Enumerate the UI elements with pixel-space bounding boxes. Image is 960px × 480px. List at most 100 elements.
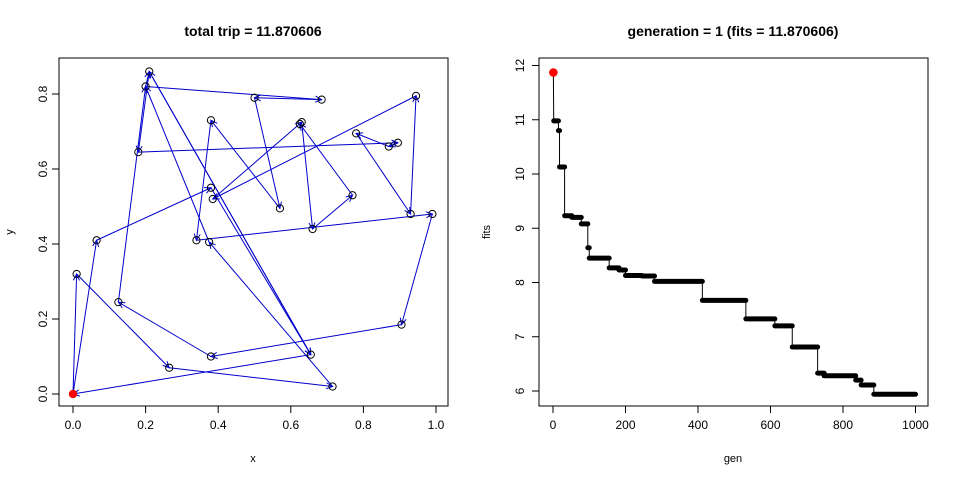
y-tick-label: 6	[513, 387, 527, 394]
x-tick-label: 0.8	[355, 418, 372, 432]
route-segment	[355, 132, 389, 147]
route-segment	[312, 194, 353, 230]
city-point	[406, 209, 415, 219]
route-segment	[401, 213, 433, 325]
city-point	[192, 236, 201, 245]
y-tick-label: 0.2	[36, 310, 50, 327]
route-segment	[212, 95, 417, 200]
route-segment	[137, 71, 150, 153]
x-tick-label: 0.6	[282, 418, 299, 432]
route-y-label: y	[4, 229, 16, 235]
current-generation-point	[549, 68, 558, 77]
fitness-y-label: fits	[481, 224, 493, 239]
y-tick-label: 0.6	[36, 160, 50, 177]
fitness-x-axis: 0 200 400 600 800 1000	[550, 405, 929, 432]
city-point	[72, 269, 81, 279]
city-point	[295, 119, 304, 129]
route-segment	[212, 121, 303, 200]
y-tick-label: 12	[513, 59, 527, 73]
route-segment	[138, 142, 398, 153]
x-tick-label: 0.4	[210, 418, 227, 432]
start-point	[68, 389, 78, 399]
city-point	[145, 67, 154, 76]
city-point	[205, 238, 214, 247]
x-tick-label: 800	[833, 418, 853, 432]
city-point	[141, 82, 150, 91]
city-point	[206, 116, 216, 125]
y-tick-label: 7	[513, 333, 527, 340]
city-point	[317, 95, 326, 104]
city-point	[308, 224, 317, 234]
city-point	[411, 91, 421, 100]
city-point	[297, 118, 306, 127]
city-point	[306, 350, 315, 359]
route-segment	[301, 122, 314, 230]
route-y-axis: 0.0 0.2 0.4 0.6 0.8	[36, 85, 60, 402]
city-point	[348, 191, 357, 200]
route-x-label: x	[250, 453, 256, 465]
route-segment	[195, 120, 212, 241]
route-chart-title: total trip = 11.870606	[184, 23, 322, 39]
fitness-x-label: gen	[724, 453, 742, 465]
route-segment	[76, 273, 170, 369]
city-point	[428, 209, 437, 219]
y-tick-label: 0.4	[36, 235, 50, 252]
y-tick-label: 10	[513, 167, 527, 181]
x-tick-label: 1.0	[428, 418, 445, 432]
route-segment	[96, 187, 212, 241]
route-segment	[299, 123, 353, 196]
city-point	[384, 142, 393, 151]
route-plot-frame	[58, 57, 449, 407]
route-segment	[210, 187, 312, 355]
city-point	[206, 352, 216, 361]
route-segment	[254, 97, 281, 209]
fitness-lines	[552, 72, 875, 395]
y-tick-label: 11	[513, 113, 527, 126]
city-point	[328, 382, 337, 391]
city-point	[206, 183, 216, 192]
route-segment	[355, 133, 412, 215]
route-segment	[72, 354, 311, 395]
route-points	[68, 67, 437, 399]
x-tick-label: 400	[688, 418, 708, 432]
city-point	[250, 93, 259, 102]
route-lines	[71, 70, 434, 397]
fitness-chart-title: generation = 1 (fits = 11.870606)	[628, 23, 839, 39]
route-segment	[210, 119, 281, 209]
fitness-chart: generation = 1 (fits = 11.870606) 0 200 40…	[481, 23, 929, 465]
route-segment	[410, 95, 417, 215]
x-tick-label: 600	[760, 418, 780, 432]
y-tick-label: 0.0	[36, 385, 50, 402]
city-point	[114, 298, 123, 307]
city-point	[208, 194, 217, 204]
route-x-axis: 0.0 0.2 0.4 0.6 0.8 1.0	[65, 405, 445, 432]
route-arrowhead	[299, 123, 307, 131]
route-segment	[145, 86, 322, 101]
x-tick-label: 200	[615, 418, 635, 432]
fitness-plot-frame	[538, 57, 929, 407]
x-tick-label: 0.2	[137, 418, 154, 432]
fitness-points	[549, 68, 918, 397]
route-segment	[118, 301, 212, 357]
route-segment	[254, 97, 322, 101]
city-point	[393, 138, 402, 147]
route-segment	[388, 142, 399, 147]
city-point	[352, 129, 361, 138]
route-segment	[210, 324, 402, 357]
x-tick-label: 0	[550, 418, 557, 432]
route-segment	[208, 241, 333, 387]
route-segment	[72, 240, 98, 395]
city-point	[92, 236, 101, 245]
city-point	[134, 148, 143, 157]
fitness-y-axis: 6 7 8 9 10 11 12	[513, 59, 540, 394]
route-segment	[145, 86, 210, 243]
route-segment	[169, 367, 333, 387]
x-tick-label: 0.0	[65, 418, 82, 432]
route-chart: total trip = 11.870606 0.0 0.2 0.4 0.6 0.8 1.…	[4, 23, 449, 465]
city-point	[165, 363, 174, 372]
city-point	[397, 320, 406, 329]
y-tick-label: 0.8	[36, 85, 50, 102]
route-segment	[117, 86, 147, 303]
city-point	[275, 204, 285, 213]
